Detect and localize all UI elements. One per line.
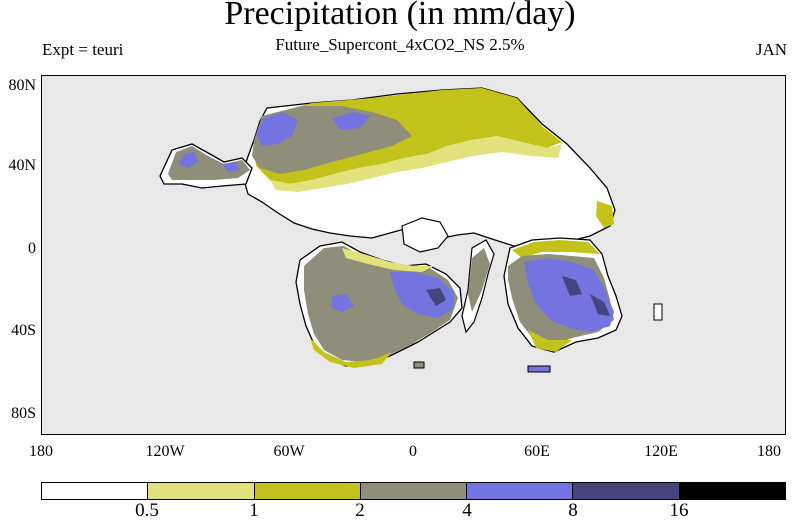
y-tick-80n: 80N (8, 77, 36, 94)
precip-north-blue (256, 112, 298, 146)
colorbar-segment (254, 483, 361, 499)
precip-south-west-lightyellow (342, 248, 434, 272)
map-plot (42, 76, 785, 434)
colorbar-label: 4 (462, 500, 472, 521)
precip-south-east-darkblue (562, 276, 582, 296)
precip-central-strip (468, 248, 490, 312)
precip-north-lightyellow (270, 136, 562, 192)
colorbar-segment (679, 483, 785, 499)
precip-south-east-yellow-2 (528, 330, 572, 352)
colorbar-segment (148, 483, 255, 499)
precip-east-yellow (596, 201, 614, 228)
land-central-islands (401, 217, 449, 253)
colorbar-label: 0.5 (135, 500, 159, 521)
colorbar-segment (467, 483, 574, 499)
island-south (527, 365, 551, 373)
x-tick-60e: 60E (524, 443, 550, 460)
precip-west-peninsula-blue (178, 152, 198, 168)
precip-south-west-yellow (310, 338, 392, 368)
x-tick-180w: 180 (29, 443, 53, 460)
colorbar-label: 2 (355, 500, 365, 521)
island-sw (413, 361, 425, 369)
colorbar-segment (42, 483, 149, 499)
colorbar-label: 8 (568, 500, 578, 521)
colorbar-label: 1 (249, 500, 259, 521)
x-tick-60w: 60W (273, 443, 305, 460)
precip-south-east-blue (524, 258, 614, 332)
precipitation-map (41, 75, 786, 435)
island-east (653, 303, 663, 321)
y-tick-0: 0 (28, 240, 36, 257)
y-tick-80s: 80S (11, 405, 36, 422)
colorbar-segment (360, 483, 468, 499)
x-tick-180e: 180 (757, 443, 781, 460)
colorbar (41, 482, 786, 500)
precip-north-blue-2 (332, 112, 370, 130)
x-tick-120w: 120W (145, 443, 185, 460)
x-tick-120e: 120E (644, 443, 678, 460)
precip-south-west-darkblue (426, 288, 446, 306)
month-label: JAN (755, 40, 787, 59)
y-tick-40n: 40N (8, 157, 36, 174)
experiment-label: Expt = teuri (42, 40, 124, 59)
precip-south-west-blue (390, 272, 454, 318)
colorbar-segment (573, 483, 680, 499)
precip-west-peninsula-blue-2 (222, 162, 240, 172)
x-tick-0: 0 (409, 443, 417, 460)
precip-south-west-blue-2 (332, 294, 354, 312)
map-title: Precipitation (in mm/day) (224, 0, 576, 32)
colorbar-label: 16 (669, 500, 689, 521)
map-subtitle: Future_Supercont_4xCO2_NS 2.5% (275, 35, 525, 54)
precip-south-east-darkblue-2 (590, 294, 610, 316)
y-tick-40s: 40S (11, 322, 36, 339)
precip-south-east-yellow (512, 240, 600, 258)
